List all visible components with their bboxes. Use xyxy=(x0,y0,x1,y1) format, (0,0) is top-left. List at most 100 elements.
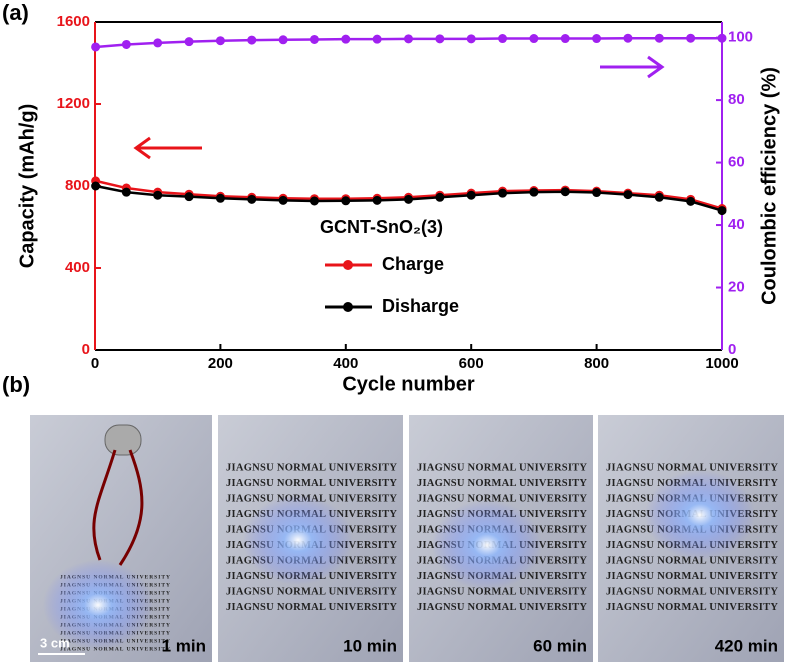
paper-text: JIAGNSU NORMAL UNIVERSITY xyxy=(606,462,778,473)
point xyxy=(309,34,319,44)
point xyxy=(435,34,445,44)
x-tick-label: 800 xyxy=(584,355,609,372)
point xyxy=(560,187,570,197)
point xyxy=(466,34,476,44)
paper-text: JIAGNSU NORMAL UNIVERSITY xyxy=(417,586,587,597)
point xyxy=(278,35,288,45)
paper-text: JIAGNSU NORMAL UNIVERSITY xyxy=(60,646,170,652)
x-tick-label: 1000 xyxy=(705,355,738,372)
point xyxy=(121,187,131,197)
point xyxy=(215,193,225,203)
y2-tick-label: 80 xyxy=(728,91,745,108)
point xyxy=(372,34,382,44)
legend-title: GCNT-SnO₂(3) xyxy=(320,217,443,237)
point xyxy=(184,192,194,202)
point xyxy=(278,195,288,205)
point xyxy=(498,34,508,44)
right-arrow xyxy=(600,55,665,79)
led-glow xyxy=(432,500,542,590)
y-axis-label: Capacity (mAh/g) xyxy=(16,104,38,268)
paper-text: JIAGNSU NORMAL UNIVERSITY xyxy=(606,602,778,613)
point xyxy=(247,35,257,45)
point xyxy=(435,192,445,202)
scale-bar-label: 3 cm xyxy=(40,635,70,650)
point xyxy=(466,190,476,200)
point xyxy=(184,37,194,47)
paper-text: JIAGNSU NORMAL UNIVERSITY xyxy=(417,462,587,473)
x-tick-label: 400 xyxy=(333,355,358,372)
led-glow xyxy=(243,495,353,585)
time-label: 60 min xyxy=(533,636,587,655)
panel-label: (b) xyxy=(2,372,30,397)
photos: JIAGNSU NORMAL UNIVERSITY JIAGNSU NORMAL … xyxy=(30,415,784,662)
point xyxy=(529,34,539,44)
y2-tick-label: 40 xyxy=(728,216,745,233)
point xyxy=(592,188,602,198)
legend-marker xyxy=(343,260,353,270)
paper-text: JIAGNSU NORMAL UNIVERSITY xyxy=(606,555,778,566)
paper-text: JIAGNSU NORMAL UNIVERSITY xyxy=(226,478,397,489)
y2-tick-label: 0 xyxy=(728,341,736,358)
y-tick-label: 0 xyxy=(82,341,90,358)
legend-label: Disharge xyxy=(382,296,459,316)
point xyxy=(654,33,664,43)
legend-marker xyxy=(343,302,353,312)
point xyxy=(404,194,413,204)
left-arrow xyxy=(133,136,202,160)
y-tick-label: 1200 xyxy=(57,95,90,112)
time-label: 420 min xyxy=(715,636,778,655)
point xyxy=(686,196,696,206)
x-axis-label: Cycle number xyxy=(342,373,474,395)
x-tick-label: 200 xyxy=(208,355,233,372)
paper-text: JIAGNSU NORMAL UNIVERSITY xyxy=(226,462,397,473)
x-tick-label: 600 xyxy=(459,355,484,372)
y2-tick-label: 100 xyxy=(728,29,753,46)
y-tick-label: 400 xyxy=(65,259,90,276)
panel-label: (a) xyxy=(2,0,29,25)
point xyxy=(717,206,727,216)
point xyxy=(215,36,225,46)
point xyxy=(153,190,163,200)
plot: 0 200 400 600 800 100004008001200160002040608… xyxy=(16,13,780,395)
time-label: 1 min xyxy=(162,636,206,655)
y-tick-label: 800 xyxy=(65,177,90,194)
paper-text: JIAGNSU NORMAL UNIVERSITY xyxy=(606,586,778,597)
point xyxy=(153,38,163,48)
y-tick-label: 1600 xyxy=(57,13,90,30)
point xyxy=(121,39,131,49)
paper-text: JIAGNSU NORMAL UNIVERSITY xyxy=(417,602,587,613)
point xyxy=(529,187,539,197)
time-label: 10 min xyxy=(343,636,397,655)
point xyxy=(404,34,413,44)
y2-axis-label: Coulombic efficiency (%) xyxy=(758,67,780,305)
paper-text: JIAGNSU NORMAL UNIVERSITY xyxy=(226,586,397,597)
legend-label: Charge xyxy=(382,254,444,274)
paper-text: JIAGNSU NORMAL UNIVERSITY xyxy=(606,571,778,582)
point xyxy=(623,190,633,200)
point xyxy=(686,33,696,43)
point xyxy=(341,196,351,206)
point xyxy=(91,42,101,52)
point xyxy=(341,34,351,44)
led-glow xyxy=(43,560,153,650)
x-tick-label: 0 xyxy=(91,355,99,372)
point xyxy=(654,192,664,202)
point xyxy=(592,34,602,44)
paper-text: JIAGNSU NORMAL UNIVERSITY xyxy=(226,602,397,613)
y2-tick-label: 60 xyxy=(728,154,745,171)
paper-text: JIAGNSU NORMAL UNIVERSITY xyxy=(417,493,587,504)
paper-text: JIAGNSU NORMAL UNIVERSITY xyxy=(417,478,587,489)
point xyxy=(560,34,570,44)
point xyxy=(623,33,633,43)
wire xyxy=(92,449,144,566)
y2-tick-label: 20 xyxy=(728,278,745,295)
point xyxy=(498,188,508,198)
led-glow xyxy=(645,470,755,560)
point xyxy=(309,196,319,206)
point xyxy=(91,181,101,191)
point xyxy=(372,195,382,205)
battery xyxy=(104,424,142,456)
point xyxy=(247,194,257,204)
point xyxy=(717,33,727,43)
